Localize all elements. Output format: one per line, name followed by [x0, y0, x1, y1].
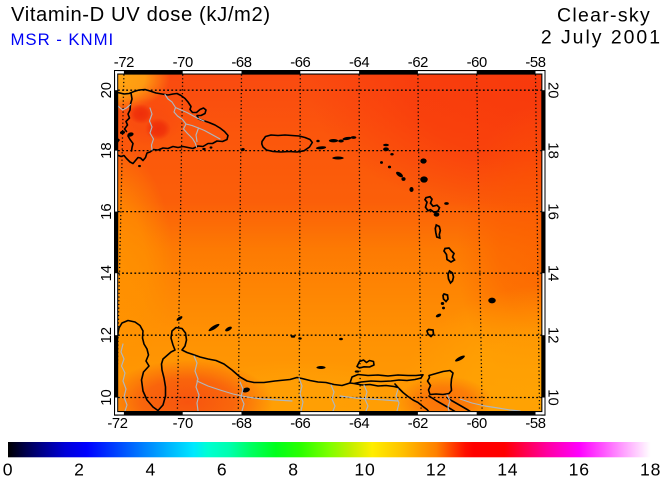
svg-text:16: 16 — [99, 203, 115, 219]
svg-text:-68: -68 — [231, 416, 251, 432]
svg-text:-62: -62 — [408, 416, 428, 432]
svg-text:0: 0 — [3, 459, 14, 479]
svg-text:MSR - KNMI: MSR - KNMI — [11, 30, 115, 49]
svg-text:4: 4 — [146, 459, 157, 479]
svg-text:Clear-sky: Clear-sky — [557, 4, 651, 26]
svg-text:2 July 2001: 2 July 2001 — [541, 27, 662, 49]
svg-text:-62: -62 — [408, 55, 428, 71]
svg-text:-58: -58 — [525, 416, 545, 432]
svg-text:-60: -60 — [467, 416, 487, 432]
svg-text:12: 12 — [99, 327, 115, 343]
svg-text:10: 10 — [545, 389, 561, 405]
svg-text:-72: -72 — [107, 416, 127, 432]
svg-text:-58: -58 — [525, 55, 545, 71]
svg-text:Vitamin-D UV dose (kJ/m2): Vitamin-D UV dose (kJ/m2) — [11, 4, 271, 26]
svg-text:10: 10 — [354, 459, 375, 479]
svg-text:14: 14 — [545, 265, 561, 281]
svg-text:18: 18 — [99, 142, 115, 158]
svg-text:18: 18 — [640, 459, 661, 479]
svg-text:16: 16 — [569, 459, 590, 479]
svg-text:16: 16 — [545, 203, 561, 219]
svg-text:2: 2 — [74, 459, 85, 479]
svg-text:20: 20 — [545, 82, 561, 98]
svg-text:-64: -64 — [349, 55, 369, 71]
svg-text:14: 14 — [99, 265, 115, 281]
svg-text:12: 12 — [426, 459, 447, 479]
svg-text:14: 14 — [497, 459, 518, 479]
svg-text:18: 18 — [545, 142, 561, 158]
svg-text:-70: -70 — [173, 55, 193, 71]
svg-text:-70: -70 — [173, 416, 193, 432]
svg-text:-68: -68 — [231, 55, 251, 71]
svg-text:-60: -60 — [467, 55, 487, 71]
svg-text:10: 10 — [99, 389, 115, 405]
svg-text:-66: -66 — [290, 416, 310, 432]
svg-text:-64: -64 — [349, 416, 369, 432]
svg-text:6: 6 — [217, 459, 228, 479]
svg-text:8: 8 — [288, 459, 299, 479]
svg-text:-72: -72 — [114, 55, 134, 71]
svg-text:-66: -66 — [290, 55, 310, 71]
svg-text:20: 20 — [99, 82, 115, 98]
svg-text:12: 12 — [545, 327, 561, 343]
